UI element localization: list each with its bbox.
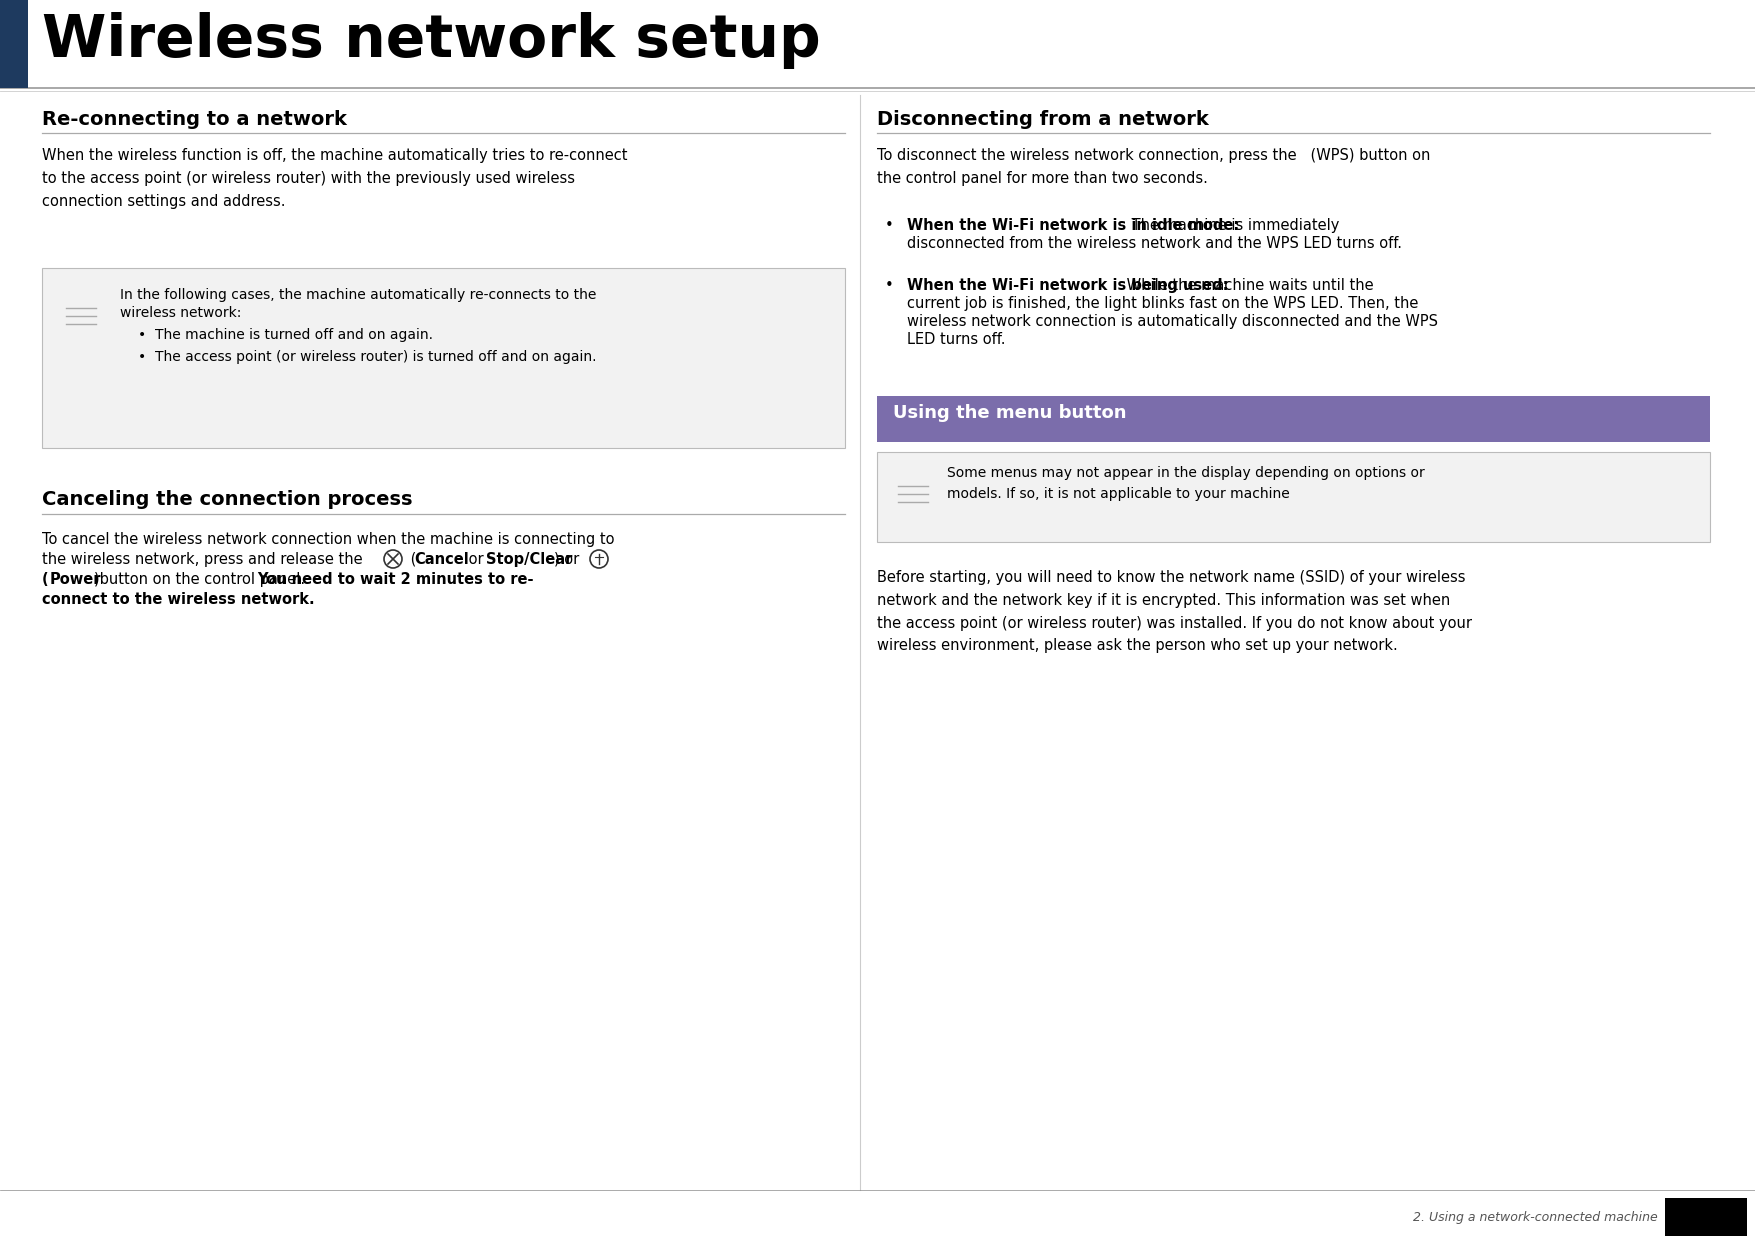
Text: (: ( bbox=[405, 552, 416, 567]
Text: Using the menu button: Using the menu button bbox=[893, 404, 1127, 422]
Text: When the wireless function is off, the machine automatically tries to re-connect: When the wireless function is off, the m… bbox=[42, 148, 628, 208]
Text: •  The machine is turned off and on again.: • The machine is turned off and on again… bbox=[139, 329, 433, 342]
Text: current job is finished, the light blinks fast on the WPS LED. Then, the: current job is finished, the light blink… bbox=[907, 296, 1418, 311]
Text: When the Wi-Fi network is in idle mode:: When the Wi-Fi network is in idle mode: bbox=[907, 218, 1239, 233]
Text: To disconnect the wireless network connection, press the   (WPS) button on
the c: To disconnect the wireless network conne… bbox=[878, 148, 1430, 186]
Text: •  The access point (or wireless router) is turned off and on again.: • The access point (or wireless router) … bbox=[139, 350, 597, 365]
Text: wireless network connection is automatically disconnected and the WPS: wireless network connection is automatic… bbox=[907, 314, 1437, 329]
Bar bbox=[897, 466, 930, 480]
Text: To cancel the wireless network connection when the machine is connecting to: To cancel the wireless network connectio… bbox=[42, 532, 614, 547]
Text: •: • bbox=[885, 278, 893, 293]
Text: the wireless network, press and release the: the wireless network, press and release … bbox=[42, 552, 367, 567]
Text: disconnected from the wireless network and the WPS LED turns off.: disconnected from the wireless network a… bbox=[907, 236, 1402, 250]
Text: The machine is immediately: The machine is immediately bbox=[1127, 218, 1339, 233]
Bar bbox=[60, 286, 102, 336]
Text: In the following cases, the machine automatically re-connects to the: In the following cases, the machine auto… bbox=[119, 288, 597, 303]
Text: (: ( bbox=[42, 572, 49, 587]
Text: Some menus may not appear in the display depending on options or
models. If so, : Some menus may not appear in the display… bbox=[948, 466, 1425, 501]
Text: Stop/Clear: Stop/Clear bbox=[486, 552, 572, 567]
Bar bbox=[878, 453, 1709, 542]
Text: wireless network:: wireless network: bbox=[119, 306, 242, 320]
Bar bbox=[42, 268, 844, 448]
Bar bbox=[1665, 1198, 1746, 1236]
Text: Before starting, you will need to know the network name (SSID) of your wireless
: Before starting, you will need to know t… bbox=[878, 570, 1472, 653]
Text: Disconnecting from a network: Disconnecting from a network bbox=[878, 110, 1209, 129]
Text: You need to wait 2 minutes to re-: You need to wait 2 minutes to re- bbox=[256, 572, 534, 587]
Bar bbox=[63, 288, 98, 303]
Bar bbox=[893, 464, 934, 512]
Text: connect to the wireless network.: connect to the wireless network. bbox=[42, 591, 314, 608]
Text: Canceling the connection process: Canceling the connection process bbox=[42, 490, 412, 508]
Text: Power: Power bbox=[49, 572, 102, 587]
Text: ) or: ) or bbox=[555, 552, 584, 567]
Text: 109: 109 bbox=[1687, 1208, 1725, 1226]
Text: or: or bbox=[463, 552, 488, 567]
Text: 2. Using a network-connected machine: 2. Using a network-connected machine bbox=[1413, 1210, 1658, 1224]
Text: While the machine waits until the: While the machine waits until the bbox=[1121, 278, 1374, 293]
Text: )button on the control panel.: )button on the control panel. bbox=[95, 572, 309, 587]
Text: •: • bbox=[885, 218, 893, 233]
Text: Cancel: Cancel bbox=[414, 552, 469, 567]
Text: LED turns off.: LED turns off. bbox=[907, 332, 1006, 347]
Text: Wireless network setup: Wireless network setup bbox=[42, 12, 821, 69]
Bar bbox=[0, 0, 28, 88]
Text: Re-connecting to a network: Re-connecting to a network bbox=[42, 110, 347, 129]
Bar bbox=[878, 396, 1709, 441]
Text: When the Wi-Fi network is being used:: When the Wi-Fi network is being used: bbox=[907, 278, 1228, 293]
